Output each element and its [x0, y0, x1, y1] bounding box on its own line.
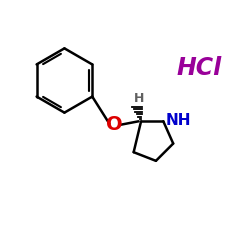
Text: NH: NH	[165, 113, 191, 128]
Text: HCl: HCl	[176, 56, 222, 80]
Text: H: H	[134, 92, 144, 105]
Text: O: O	[106, 116, 122, 134]
